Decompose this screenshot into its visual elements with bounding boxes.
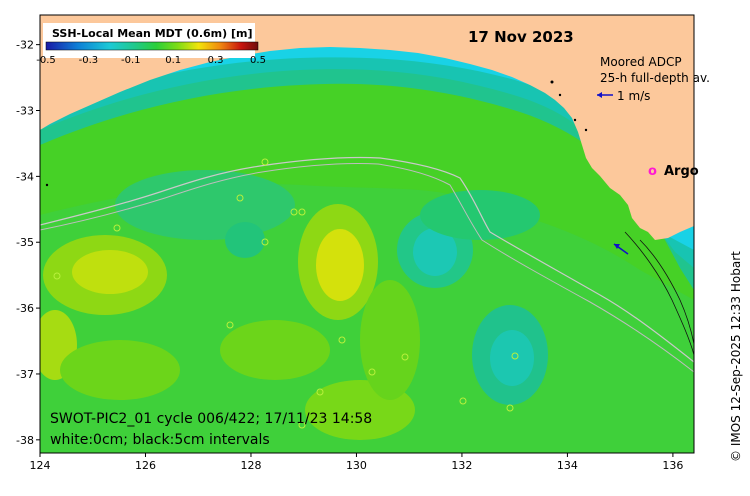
adcp-legend-title: Moored ADCP xyxy=(600,55,682,69)
colorbar-tick-label: -0.1 xyxy=(121,55,141,66)
argo-symbol: o xyxy=(648,164,657,179)
lon-tick-label: 126 xyxy=(135,459,156,472)
lat-tick-label: -35 xyxy=(16,236,34,249)
lon-tick-label: 128 xyxy=(240,459,261,472)
contour-black-5cm-2 xyxy=(624,231,694,356)
warm-patch-ridge xyxy=(360,280,420,400)
cool-patch-north xyxy=(115,170,295,240)
pass-info: SWOT-PIC2_01 cycle 006/422; 17/11/23 14:… xyxy=(50,411,372,427)
lat-tick-label: -38 xyxy=(16,434,34,447)
cool-patch-northeast xyxy=(420,190,540,240)
lon-tick-label: 136 xyxy=(662,459,683,472)
lat-tick-label: -36 xyxy=(16,302,34,315)
land-mass xyxy=(40,15,694,240)
warm-eddy-central-core xyxy=(316,229,364,301)
cool-patch-small xyxy=(225,222,265,258)
colorbar-tick-label: 0.1 xyxy=(165,55,181,66)
map-plot-area xyxy=(40,15,694,453)
colorbar-gradient xyxy=(45,41,259,51)
lon-tick-label: 130 xyxy=(346,459,367,472)
warm-eddy-west-core xyxy=(72,250,148,294)
latitude-axis: -32 -33 -34 -35 -36 -37 -38 xyxy=(16,39,40,447)
adcp-scale-label: 1 m/s xyxy=(617,89,650,103)
colorbar: SSH-Local Mean MDT (0.6m) [m] -0.5 -0.3 -0… xyxy=(36,23,266,66)
lon-tick-label: 124 xyxy=(30,459,51,472)
shelf-contour-2000m xyxy=(40,162,694,373)
colorbar-tick-label: -0.3 xyxy=(79,55,99,66)
colorbar-tick-label: -0.5 xyxy=(36,55,56,66)
longitude-axis: 124 126 128 130 132 134 136 xyxy=(30,453,683,472)
colorbar-tick-label: 0.3 xyxy=(208,55,224,66)
adcp-arrow-head xyxy=(614,244,620,249)
colorbar-ticks: -0.5 -0.3 -0.1 0.1 0.3 0.5 xyxy=(36,55,266,66)
float-markers xyxy=(53,158,519,429)
contour-info: white:0cm; black:5cm intervals xyxy=(50,432,270,448)
credit-text: © IMOS 12-Sep-2025 12:33 Hobart xyxy=(729,251,743,462)
colorbar-background xyxy=(43,23,255,58)
date-title: 17 Nov 2023 xyxy=(468,28,574,46)
lon-tick-label: 134 xyxy=(557,459,578,472)
plot-frame xyxy=(39,14,695,454)
adcp-scale-arrow-head xyxy=(597,92,602,98)
warm-patch-south xyxy=(60,340,180,400)
lat-tick-label: -33 xyxy=(16,105,34,118)
warm-patch-south-central xyxy=(220,320,330,380)
contour-black-5cm xyxy=(639,239,694,345)
adcp-legend-subtitle: 25-h full-depth av. xyxy=(600,71,710,85)
shelf-contour-1000m xyxy=(40,156,694,363)
colorbar-title: SSH-Local Mean MDT (0.6m) [m] xyxy=(52,27,252,40)
colorbar-tick-label: 0.5 xyxy=(250,55,266,66)
lon-tick-label: 132 xyxy=(451,459,472,472)
lat-tick-label: -34 xyxy=(16,170,34,183)
argo-label: Argo xyxy=(664,164,699,179)
lat-tick-label: -32 xyxy=(16,39,34,52)
cool-eddy-southeast-core xyxy=(490,330,534,386)
cool-eddy-east-core xyxy=(413,228,457,276)
lat-tick-label: -37 xyxy=(16,368,34,381)
islands xyxy=(45,80,588,187)
